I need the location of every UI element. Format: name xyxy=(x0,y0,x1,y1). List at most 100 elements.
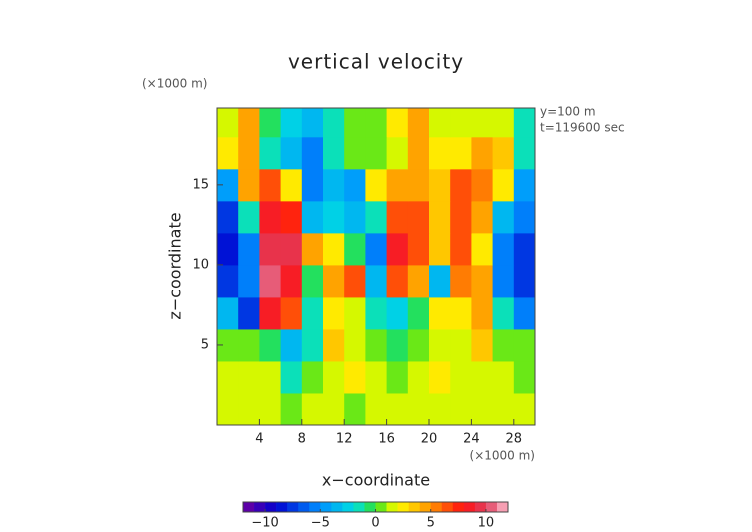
cell xyxy=(513,392,535,425)
cell xyxy=(301,168,324,202)
cell xyxy=(238,360,260,394)
cell xyxy=(386,200,409,234)
cell xyxy=(492,168,515,202)
cell xyxy=(471,232,494,266)
cell xyxy=(492,296,515,330)
x-tick-label: 20 xyxy=(421,432,438,447)
cell xyxy=(323,264,345,298)
cell xyxy=(386,168,409,202)
cell xyxy=(386,136,409,170)
x-axis-label: x−coordinate xyxy=(322,471,430,490)
cell xyxy=(301,264,324,298)
colorbar-cell xyxy=(364,502,376,512)
cell xyxy=(280,136,303,170)
cell xyxy=(450,200,472,234)
cell xyxy=(365,232,388,266)
colorbar-tick-label: 0 xyxy=(371,516,379,531)
cell xyxy=(429,296,451,330)
cell xyxy=(513,168,535,202)
x-unit: (×1000 m) xyxy=(470,449,535,463)
cell xyxy=(513,264,535,298)
cell xyxy=(365,168,388,202)
cell xyxy=(429,328,451,362)
colorbar-cell xyxy=(298,502,310,512)
cell xyxy=(259,108,282,138)
cell xyxy=(259,360,282,394)
colorbar-cell xyxy=(342,502,354,512)
cell xyxy=(365,108,388,138)
cell xyxy=(323,200,345,234)
y-tick-label: 5 xyxy=(201,337,209,352)
cell xyxy=(492,232,515,266)
cell xyxy=(429,168,451,202)
x-tick-label: 28 xyxy=(506,432,523,447)
cell xyxy=(471,360,494,394)
colorbar-cell xyxy=(419,502,432,512)
colorbar-cell xyxy=(452,502,465,512)
cell xyxy=(238,168,260,202)
colorbar-cell xyxy=(474,502,487,512)
cell xyxy=(344,392,366,425)
cell xyxy=(280,200,303,234)
cell xyxy=(450,232,472,266)
cell xyxy=(365,264,388,298)
cell xyxy=(471,200,494,234)
cell xyxy=(407,392,430,425)
cell xyxy=(407,296,430,330)
cell xyxy=(217,200,239,234)
cell xyxy=(301,200,324,234)
cell xyxy=(323,108,345,138)
cell xyxy=(365,200,388,234)
cell xyxy=(513,136,535,170)
cell xyxy=(492,108,515,138)
cell xyxy=(471,136,494,170)
colorbar-cell xyxy=(276,502,288,512)
colorbar-cell xyxy=(331,502,343,512)
cell xyxy=(513,296,535,330)
cell xyxy=(429,200,451,234)
cell xyxy=(344,108,366,138)
cell xyxy=(471,264,494,298)
cell xyxy=(238,296,260,330)
cell xyxy=(513,360,535,394)
colorbar-tick-label: 5 xyxy=(427,516,435,531)
cell xyxy=(471,168,494,202)
colorbar-cell xyxy=(254,502,266,512)
cell xyxy=(301,232,324,266)
cell xyxy=(323,328,345,362)
cell xyxy=(386,108,409,138)
x-tick-label: 16 xyxy=(378,432,395,447)
colorbar-cell xyxy=(496,502,509,512)
cell xyxy=(386,392,409,425)
cell xyxy=(450,108,472,138)
colorbar-cell xyxy=(441,502,454,512)
cell xyxy=(407,264,430,298)
annotation: y=100 m xyxy=(540,105,596,119)
cell xyxy=(492,264,515,298)
colorbar-cell xyxy=(463,502,476,512)
cell xyxy=(386,232,409,266)
cell xyxy=(280,392,303,425)
colorbar-tick-label: −10 xyxy=(251,516,278,531)
cell xyxy=(323,296,345,330)
colorbar-tick-label: 10 xyxy=(478,516,495,531)
cell xyxy=(301,360,324,394)
cell xyxy=(471,328,494,362)
cell xyxy=(217,392,239,425)
colorbar-cell xyxy=(408,502,420,512)
cell xyxy=(238,136,260,170)
cell xyxy=(386,360,409,394)
x-tick-label: 24 xyxy=(463,432,480,447)
cell xyxy=(344,232,366,266)
cell xyxy=(259,296,282,330)
cell xyxy=(407,136,430,170)
chart-title: vertical velocity xyxy=(288,50,464,74)
cell xyxy=(323,360,345,394)
x-tick-label: 12 xyxy=(336,432,353,447)
cell xyxy=(450,328,472,362)
cell xyxy=(280,360,303,394)
cell xyxy=(344,296,366,330)
cell xyxy=(513,232,535,266)
cell xyxy=(429,360,451,394)
cell xyxy=(259,136,282,170)
